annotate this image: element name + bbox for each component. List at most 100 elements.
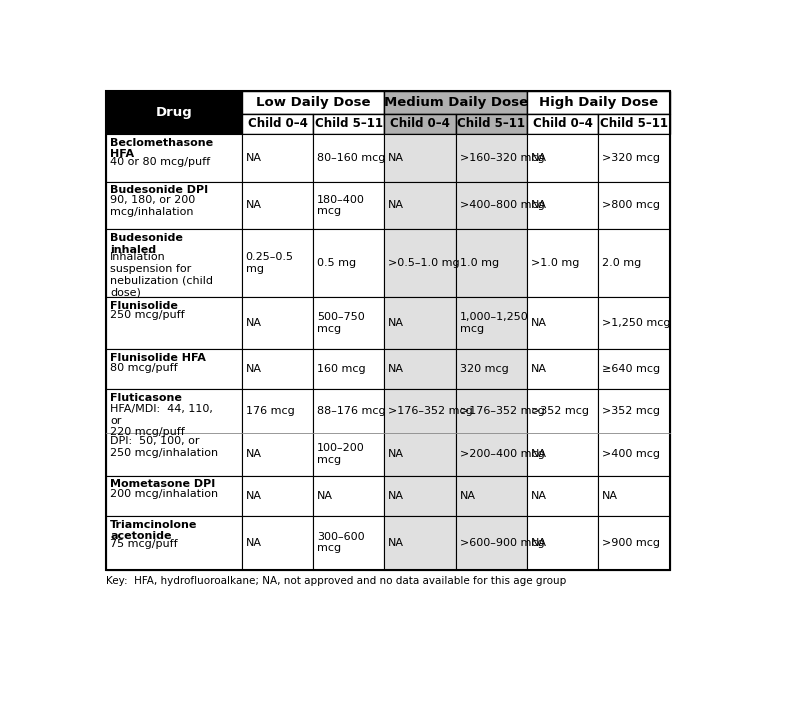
Text: Child 5–11: Child 5–11 — [458, 118, 526, 130]
Bar — [106, 515, 242, 570]
Text: >176–352 mcg: >176–352 mcg — [459, 406, 544, 416]
Bar — [313, 515, 385, 570]
Text: 176 mcg: 176 mcg — [246, 406, 294, 416]
Text: >800 mcg: >800 mcg — [602, 201, 660, 210]
Text: Budesonide
inhaled: Budesonide inhaled — [110, 233, 183, 255]
Bar — [242, 182, 313, 230]
Text: 1,000–1,250
mcg: 1,000–1,250 mcg — [459, 313, 528, 334]
Bar — [242, 114, 313, 134]
Text: >1,250 mcg: >1,250 mcg — [602, 318, 670, 328]
Text: 80–160 mcg: 80–160 mcg — [317, 153, 386, 163]
Bar — [598, 134, 670, 182]
Bar — [313, 134, 385, 182]
Bar — [106, 476, 242, 515]
Text: NA: NA — [531, 491, 547, 501]
Text: NA: NA — [388, 449, 404, 459]
Bar — [598, 349, 670, 389]
Bar — [106, 91, 242, 134]
Bar — [385, 182, 456, 230]
Bar — [456, 134, 527, 182]
Text: NA: NA — [388, 201, 404, 210]
Bar — [313, 349, 385, 389]
Bar — [527, 476, 598, 515]
Bar — [527, 515, 598, 570]
Bar — [527, 182, 598, 230]
Text: ≥640 mcg: ≥640 mcg — [602, 365, 660, 375]
Text: NA: NA — [388, 153, 404, 163]
Bar — [456, 389, 527, 476]
Text: 88–176 mcg: 88–176 mcg — [317, 406, 386, 416]
Bar — [313, 297, 385, 349]
Bar — [106, 389, 242, 476]
Text: Drug: Drug — [156, 106, 192, 119]
Text: 75 mcg/puff: 75 mcg/puff — [110, 539, 178, 549]
Bar — [242, 134, 313, 182]
Text: NA: NA — [246, 365, 262, 375]
Text: >400 mcg: >400 mcg — [602, 449, 660, 459]
Bar — [385, 389, 456, 476]
Text: NA: NA — [388, 365, 404, 375]
Text: NA: NA — [531, 365, 547, 375]
Text: NA: NA — [246, 538, 262, 548]
Bar — [385, 297, 456, 349]
Bar — [456, 114, 527, 134]
Text: NA: NA — [246, 318, 262, 328]
Text: NA: NA — [246, 153, 262, 163]
Text: >176–352 mcg: >176–352 mcg — [388, 406, 473, 416]
Text: >600–900 mcg: >600–900 mcg — [459, 538, 544, 548]
Text: NA: NA — [388, 491, 404, 501]
Text: 0.5 mg: 0.5 mg — [317, 258, 356, 268]
Text: HFA/MDI:  44, 110,
or
220 mcg/puff: HFA/MDI: 44, 110, or 220 mcg/puff — [110, 404, 213, 437]
Bar — [385, 515, 456, 570]
Text: >1.0 mg: >1.0 mg — [531, 258, 579, 268]
Text: 1.0 mg: 1.0 mg — [459, 258, 498, 268]
Text: Inhalation
suspension for
nebulization (child
dose): Inhalation suspension for nebulization (… — [110, 252, 213, 297]
Bar — [242, 91, 385, 114]
Bar — [106, 182, 242, 230]
Text: Medium Daily Dose: Medium Daily Dose — [384, 96, 528, 108]
Text: NA: NA — [531, 449, 547, 459]
Text: Child 0–4: Child 0–4 — [247, 118, 307, 130]
Text: >900 mcg: >900 mcg — [602, 538, 660, 548]
Bar — [598, 515, 670, 570]
Text: 160 mcg: 160 mcg — [317, 365, 366, 375]
Text: Flunisolide: Flunisolide — [110, 301, 178, 311]
Bar — [598, 476, 670, 515]
Bar — [106, 297, 242, 349]
Text: 0.25–0.5
mg: 0.25–0.5 mg — [246, 252, 294, 274]
Bar — [456, 476, 527, 515]
Text: High Daily Dose: High Daily Dose — [538, 96, 658, 108]
Bar — [385, 349, 456, 389]
Bar — [598, 297, 670, 349]
Text: >400–800 mcg: >400–800 mcg — [459, 201, 544, 210]
Bar — [385, 91, 527, 114]
Text: Budesonide DPI: Budesonide DPI — [110, 185, 208, 195]
Bar — [313, 389, 385, 476]
Bar — [106, 91, 670, 570]
Bar — [313, 182, 385, 230]
Bar — [106, 349, 242, 389]
Text: NA: NA — [388, 538, 404, 548]
Bar — [527, 389, 598, 476]
Bar — [527, 114, 598, 134]
Bar — [456, 349, 527, 389]
Text: >320 mcg: >320 mcg — [602, 153, 660, 163]
Text: NA: NA — [246, 449, 262, 459]
Text: 90, 180, or 200
mcg/inhalation: 90, 180, or 200 mcg/inhalation — [110, 195, 195, 217]
Text: Child 5–11: Child 5–11 — [314, 118, 382, 130]
Bar — [527, 297, 598, 349]
Bar — [242, 230, 313, 297]
Bar — [242, 476, 313, 515]
Text: NA: NA — [246, 491, 262, 501]
Bar — [242, 515, 313, 570]
Text: NA: NA — [531, 318, 547, 328]
Bar — [385, 134, 456, 182]
Text: >160–320 mcg: >160–320 mcg — [459, 153, 544, 163]
Text: 200 mcg/inhalation: 200 mcg/inhalation — [110, 489, 218, 499]
Text: Flunisolide HFA: Flunisolide HFA — [110, 353, 206, 363]
Bar — [598, 389, 670, 476]
Bar — [313, 114, 385, 134]
Bar — [106, 134, 242, 182]
Bar — [385, 230, 456, 297]
Text: >200–400 mcg: >200–400 mcg — [459, 449, 544, 459]
